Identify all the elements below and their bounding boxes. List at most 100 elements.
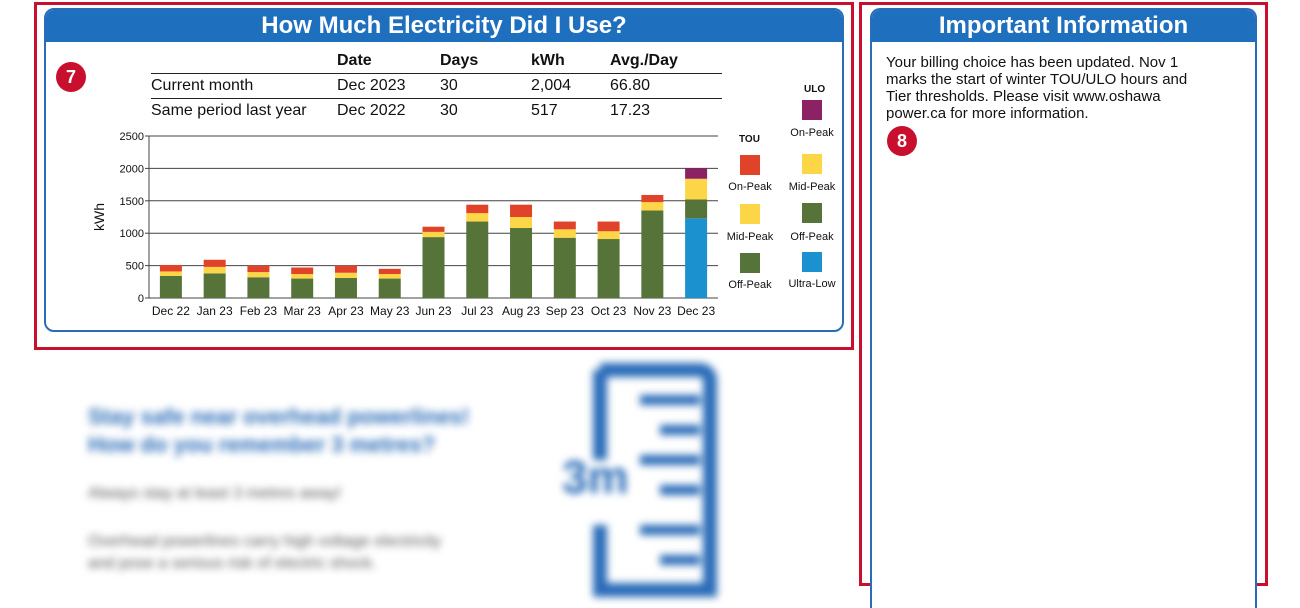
table-header-cell: Date [337,50,440,74]
table-cell: 2,004 [531,73,610,99]
promo-body: and pose a serious risk of electric shoc… [88,555,377,572]
table-cell: Dec 2023 [337,73,440,99]
table-cell: 30 [440,73,531,99]
table-cell: 517 [531,102,558,119]
x-tick-label: Apr 23 [328,304,364,318]
section-badge-7: 7 [56,62,86,92]
section-badge-8: 8 [887,126,917,156]
x-tick-label: Aug 23 [502,304,540,318]
bar-segment [291,274,314,279]
legend-label-ulo-off-peak: Off-Peak [790,231,834,243]
table-row: Same period last year Dec 2022 30 517 17… [151,99,722,124]
legend-label-tou-mid-peak: Mid-Peak [726,231,774,243]
bar-segment [334,277,357,298]
x-tick-label: Oct 23 [591,304,627,318]
legend-swatch-ulo-ultra-low [802,252,822,272]
bar-segment [378,268,401,275]
table-cell: Current month [151,73,337,99]
bar-segment [203,266,226,274]
usage-panel: How Much Electricity Did I Use? 7 Date D… [44,8,844,332]
y-tick-label: 1500 [120,196,144,208]
table-header-cell: Days [440,50,531,74]
usage-title: How Much Electricity Did I Use? [46,10,842,42]
bar-segment [597,231,620,240]
legend-ulo-title: ULO [804,84,826,95]
bar-segment [553,229,576,238]
x-tick-label: Feb 23 [240,304,278,318]
promo-heading: How do you remember 3 metres? [88,432,436,457]
bar-segment [422,237,445,298]
bar-segment [597,221,620,232]
bar-segment [641,194,664,203]
table-cell: 17.23 [610,102,651,119]
bar-segment [685,178,708,200]
usage-table: Date Days kWh Avg./Day Current month Dec… [151,50,722,123]
legend-swatch-tou-on-peak [740,155,760,175]
info-line: Tier thresholds. Please visit www.oshawa [886,88,1161,105]
y-tick-label: 2500 [120,131,144,143]
bar-segment [291,267,314,275]
legend-swatch-ulo-off-peak [802,203,822,223]
usage-bar-chart: 0 500 1000 1500 2000 2500 kWh Dec 22 Jan 23 Feb 2… [91,131,718,318]
bar-segment [466,213,489,222]
bar-segment [466,204,489,214]
x-tick-label: Jan 23 [197,304,233,318]
info-text: Your billing choice has been updated. No… [886,54,1236,122]
blurred-promo: Stay safe near overhead powerlines! How … [88,363,717,597]
info-line: Your billing choice has been updated. No… [886,54,1179,71]
info-title: Important Information [872,10,1255,42]
y-tick-label: 0 [138,293,144,305]
usage-table-header: Date Days kWh Avg./Day [151,50,722,74]
legend-swatch-ulo-on-peak [802,100,822,120]
info-line: marks the start of winter TOU/ULO hours … [886,71,1188,88]
bar-segment [641,210,664,298]
section-7-highlight [34,2,854,350]
table-header-cell [151,50,337,74]
ruler-label: 3m [562,451,629,503]
bar-segment [247,265,270,273]
y-tick-label: 1000 [120,228,144,240]
bar-segment [247,277,270,298]
table-cell: Same period last year [151,102,307,119]
info-line: power.ca for more information. [886,105,1089,122]
legend-label-ulo-on-peak: On-Peak [790,127,834,139]
legend-swatch-tou-off-peak [740,253,760,273]
x-tick-label: Nov 23 [633,304,671,318]
x-tick-label: Jul 23 [461,304,493,318]
ruler-icon [593,363,717,597]
bar-segment [334,265,357,273]
x-tick-label: Sep 23 [546,304,584,318]
bar-segment [378,274,401,279]
table-cell: Dec 2022 [337,102,406,119]
x-tick-label: Dec 23 [677,304,715,318]
promo-body: Overhead powerlines carry high voltage e… [88,533,442,550]
bar-segment [422,231,445,238]
bar-segment [553,221,576,230]
legend-label-ulo-mid-peak: Mid-Peak [788,181,836,193]
bar-segment [466,221,489,298]
legend-tou-title: TOU [739,134,760,145]
bar-segment [685,218,708,298]
bar-segment [641,202,664,211]
table-header-cell: kWh [531,50,610,74]
bar-segment [159,271,182,276]
bar-segment [685,199,708,219]
info-panel: Important Information Your billing choic… [870,8,1257,608]
bar-segment [203,259,226,267]
bar-segment [685,168,708,179]
table-header-cell: Avg./Day [610,50,722,74]
promo-body: Always stay at least 3 metres away! [88,485,342,502]
legend-label-tou-on-peak: On-Peak [728,181,772,193]
bar-segment [334,272,357,278]
y-tick-label: 500 [126,261,144,273]
legend-swatch-tou-mid-peak [740,204,760,224]
bar-segment [247,272,270,278]
table-cell: 66.80 [610,73,722,99]
table-cell: 30 [440,102,458,119]
bar-segment [422,226,445,232]
legend-swatch-ulo-mid-peak [802,154,822,174]
bar-segment [510,228,533,298]
x-tick-label: Dec 22 [152,304,190,318]
bar-segment [597,239,620,298]
bar-segment [510,217,533,229]
